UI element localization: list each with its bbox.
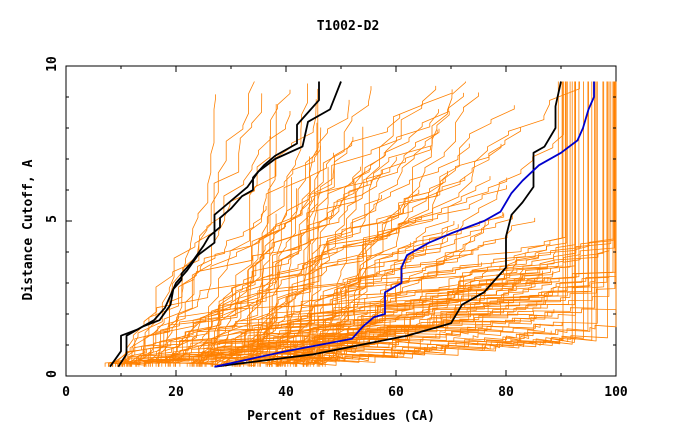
background-model-line — [130, 206, 267, 367]
background-model-lines — [104, 81, 617, 367]
series-line-highlight-model — [214, 81, 595, 368]
background-model-line — [121, 277, 549, 367]
y-tick-label: 10 — [45, 56, 60, 72]
chart-title: T1002-D2 — [317, 19, 380, 34]
background-model-line — [271, 81, 563, 367]
background-model-line — [293, 334, 530, 367]
background-model-line — [115, 114, 401, 367]
background-model-line — [124, 178, 446, 367]
background-model-line — [112, 89, 453, 367]
background-model-line — [138, 169, 383, 367]
series-line-reference-right — [214, 81, 562, 368]
background-model-line — [145, 81, 566, 367]
background-model-line — [165, 81, 255, 367]
background-model-line — [259, 83, 308, 367]
background-model-line — [191, 213, 277, 367]
background-model-line — [240, 81, 580, 367]
background-model-line — [210, 152, 334, 367]
background-model-line — [322, 111, 450, 367]
background-model-line — [318, 92, 479, 367]
background-model-line — [112, 273, 543, 367]
x-tick-label: 40 — [278, 385, 294, 400]
background-model-line — [157, 246, 547, 367]
background-model-line — [247, 189, 420, 367]
background-model-line — [198, 111, 291, 367]
background-model-line — [145, 81, 612, 367]
background-model-line — [135, 99, 317, 367]
background-model-line — [211, 215, 513, 367]
background-model-line — [175, 109, 439, 367]
background-model-line — [147, 176, 466, 367]
axis-ticks: 0 20 40 60 80 100 0 5 10 — [45, 56, 628, 400]
series-line-reference-left-b — [109, 81, 342, 368]
background-model-line — [243, 269, 541, 367]
background-model-line — [198, 86, 372, 367]
highlighted-series-lines — [109, 81, 595, 368]
background-model-line — [116, 81, 614, 367]
background-model-line — [313, 330, 552, 367]
background-model-line — [257, 104, 277, 367]
background-model-line — [279, 314, 537, 367]
background-model-line — [234, 309, 555, 367]
background-model-line — [201, 170, 449, 367]
background-model-line — [280, 105, 515, 367]
background-model-line — [251, 224, 459, 367]
background-model-line — [173, 143, 470, 367]
background-model-line — [306, 81, 597, 367]
background-model-line — [144, 156, 397, 367]
x-tick-label: 80 — [498, 385, 514, 400]
background-model-line — [268, 81, 576, 367]
background-model-line — [108, 226, 449, 367]
background-model-line — [275, 81, 610, 367]
background-model-line — [271, 81, 593, 367]
x-tick-label: 0 — [62, 385, 70, 400]
background-model-line — [231, 81, 589, 367]
background-model-line — [127, 81, 616, 367]
x-tick-label: 60 — [388, 385, 404, 400]
x-tick-label: 100 — [604, 385, 628, 400]
y-axis-label: Distance Cutoff, A — [21, 159, 36, 300]
background-model-line — [295, 166, 329, 367]
y-tick-label: 0 — [45, 370, 60, 378]
background-model-line — [136, 145, 321, 367]
background-model-line — [199, 195, 382, 367]
background-model-line — [192, 85, 437, 367]
x-tick-label: 20 — [168, 385, 184, 400]
background-model-line — [319, 212, 504, 367]
background-model-line — [199, 81, 576, 367]
background-model-line — [220, 81, 616, 367]
x-axis-label: Percent of Residues (CA) — [247, 409, 435, 424]
background-model-line — [119, 146, 431, 367]
background-model-line — [295, 127, 322, 367]
background-model-line — [267, 81, 584, 367]
y-tick-label: 5 — [45, 215, 60, 223]
